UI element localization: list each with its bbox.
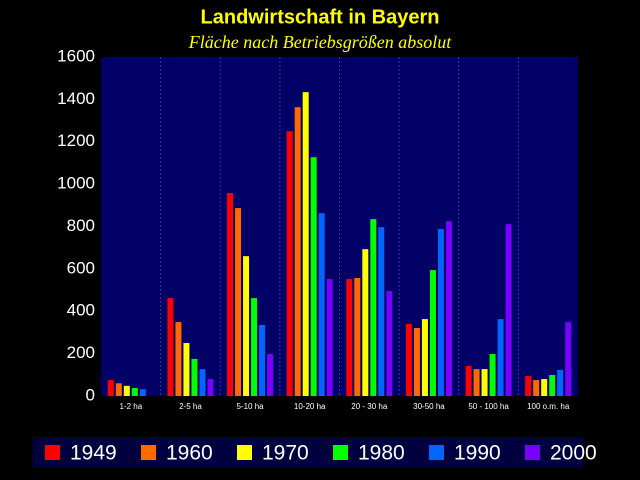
bar <box>525 376 532 396</box>
bar <box>251 298 258 396</box>
bar <box>123 385 130 396</box>
bar <box>183 343 190 396</box>
y-tick-label: 1200 <box>57 131 95 150</box>
bar <box>370 219 377 396</box>
bar <box>318 213 325 396</box>
bar <box>533 380 540 396</box>
x-tick-label: 5-10 ha <box>236 402 264 411</box>
bar <box>354 277 361 396</box>
chart-subtitle: Fläche nach Betriebsgrößen absolut <box>188 32 452 52</box>
bar <box>267 354 274 396</box>
legend-swatch <box>525 445 540 460</box>
legend-label: 1970 <box>262 442 309 465</box>
x-tick-label: 30-50 ha <box>413 402 445 411</box>
bar <box>378 227 385 396</box>
bar <box>107 380 114 396</box>
bar <box>302 92 309 396</box>
bar <box>497 319 504 396</box>
bar <box>362 249 369 396</box>
bar <box>489 354 496 396</box>
y-tick-label: 1600 <box>57 46 95 65</box>
bar <box>310 157 317 396</box>
legend-swatch <box>141 445 156 460</box>
bar <box>259 325 266 396</box>
bar <box>413 327 420 396</box>
legend-label: 2000 <box>550 442 597 465</box>
y-tick-label: 200 <box>67 343 95 362</box>
bar <box>437 229 444 396</box>
legend-label: 1990 <box>454 442 501 465</box>
legend-label: 1980 <box>358 442 405 465</box>
chart-title: Landwirtschaft in Bayern <box>201 6 440 28</box>
y-tick-label: 400 <box>67 301 95 320</box>
bar <box>207 379 214 396</box>
bar <box>481 369 488 396</box>
legend-label: 1949 <box>70 442 117 465</box>
y-tick-label: 1400 <box>57 89 95 108</box>
bar <box>429 270 436 396</box>
bar <box>199 369 206 396</box>
bar <box>465 365 472 396</box>
x-tick-label: 2-5 ha <box>179 402 202 411</box>
bar <box>386 291 393 396</box>
legend-box <box>33 437 583 468</box>
bar <box>565 322 572 396</box>
bar <box>405 323 412 396</box>
bar <box>505 224 512 396</box>
y-tick-label: 800 <box>67 216 95 235</box>
x-tick-label: 100 o.m. ha <box>527 402 570 411</box>
bar <box>541 379 548 396</box>
bar <box>139 389 146 396</box>
legend-swatch <box>45 445 60 460</box>
x-tick-label: 50 - 100 ha <box>468 402 509 411</box>
bar <box>235 208 242 396</box>
bar <box>131 387 138 396</box>
x-tick-label: 20 - 30 ha <box>351 402 388 411</box>
x-tick-label: 10-20 ha <box>294 402 326 411</box>
bar <box>549 375 556 396</box>
y-tick-label: 600 <box>67 258 95 277</box>
bar <box>557 369 564 396</box>
y-tick-label: 1000 <box>57 174 95 193</box>
y-tick-label: 0 <box>86 385 95 404</box>
legend-swatch <box>237 445 252 460</box>
bar <box>115 383 122 396</box>
bar <box>473 369 480 396</box>
bar <box>346 279 353 396</box>
bar <box>421 319 428 396</box>
legend-swatch <box>333 445 348 460</box>
bar <box>227 193 234 396</box>
bar <box>175 322 182 396</box>
bar <box>445 221 452 396</box>
bar <box>191 358 198 396</box>
bar <box>167 298 174 396</box>
bar <box>326 279 333 396</box>
bar <box>243 256 250 396</box>
legend-swatch <box>429 445 444 460</box>
legend-label: 1960 <box>166 442 213 465</box>
x-tick-label: 1-2 ha <box>119 402 142 411</box>
bar <box>294 107 301 396</box>
bar <box>286 131 293 396</box>
